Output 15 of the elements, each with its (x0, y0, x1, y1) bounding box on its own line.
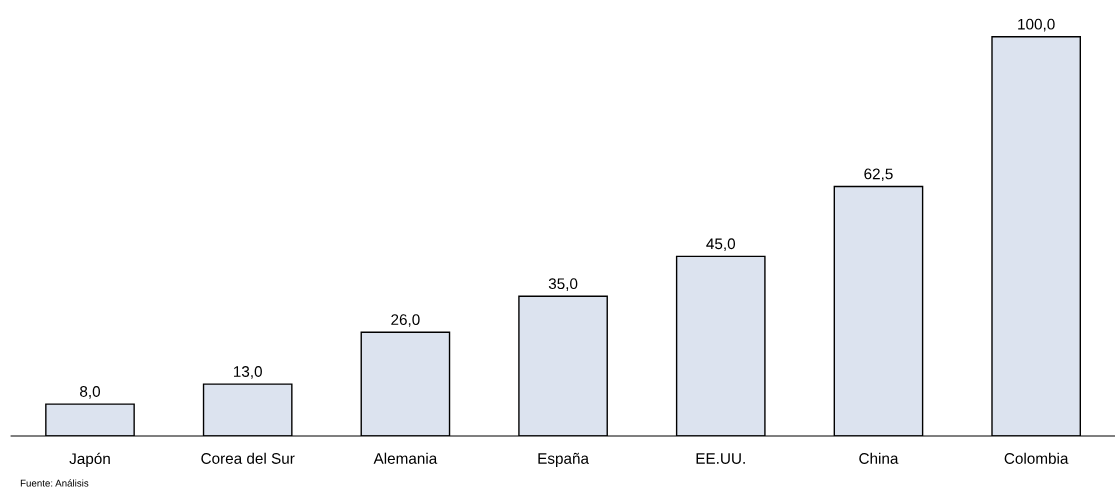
data-label: 45,0 (706, 238, 736, 251)
x-tick-label: Corea del Sur (201, 452, 295, 464)
data-label: 62,5 (864, 168, 893, 182)
x-tick-label: España (538, 452, 589, 467)
source-note: Fuente: Análisis (20, 479, 89, 487)
data-label: 35,0 (548, 278, 578, 291)
x-tick-label: China (859, 452, 899, 464)
x-tick-label: EE.UU. (696, 453, 745, 464)
data-label: 100,0 (1018, 18, 1055, 32)
data-label: 8,0 (80, 386, 101, 399)
data-label: 26,0 (391, 314, 420, 327)
x-tick-label: Colombia (1004, 452, 1069, 464)
data-label: 13,0 (233, 366, 262, 379)
x-tick-label: Alemania (373, 452, 438, 464)
x-tick-label: Japón (69, 452, 110, 468)
